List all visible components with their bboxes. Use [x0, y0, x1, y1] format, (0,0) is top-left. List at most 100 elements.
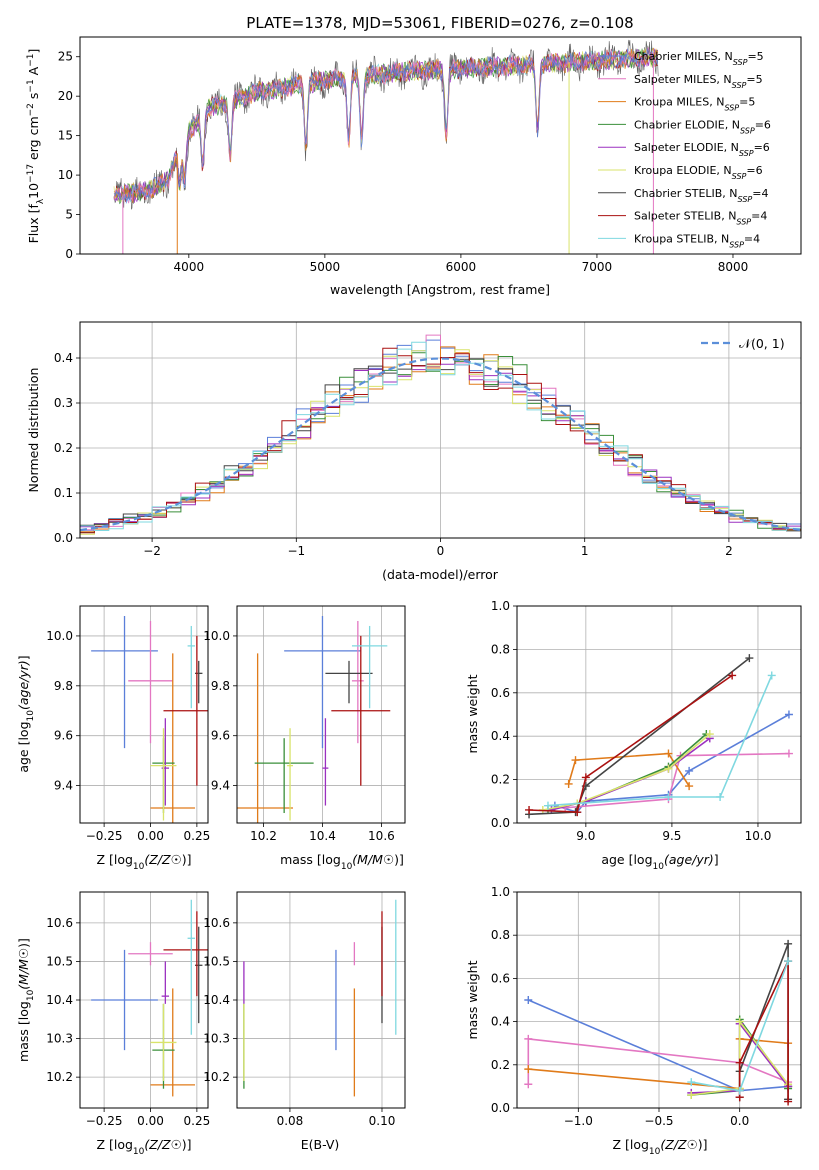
- y-tick-label: 9.8: [54, 679, 73, 693]
- point-marker: [735, 1086, 744, 1095]
- series-salpeter-stelib: [738, 960, 789, 1102]
- y-tick-label: 10.2: [46, 1070, 73, 1084]
- normal-curve: [80, 357, 801, 532]
- y-tick-label: 20: [58, 89, 73, 103]
- series-chabrier-miles: [554, 713, 790, 814]
- spectrum-ylabel: Flux [fλ10−17 erg cm−2 s−1 A−1]: [26, 49, 46, 244]
- y-tick-label: 0.6: [491, 971, 510, 985]
- legend-normal-label: 𝒩(0, 1): [739, 336, 785, 351]
- point-marker: [664, 792, 673, 801]
- histogram-kroupa-stelib: [80, 341, 801, 531]
- weight-z-xlabel: Z [log10(Z/Z☉)]: [612, 1137, 707, 1157]
- spectrum-xlabel: wavelength [Angstrom, rest frame]: [330, 282, 550, 297]
- axes-frame: [516, 605, 802, 824]
- x-tick-label: −0.25: [86, 1114, 123, 1128]
- y-tick-label: 10.6: [46, 916, 73, 930]
- point-marker: [784, 957, 793, 966]
- legend-entry: Salpeter MILES, NSSP=5: [634, 73, 763, 90]
- point-marker: [687, 1091, 696, 1100]
- x-tick-label: 0.25: [184, 1114, 211, 1128]
- x-tick-label: 10.2: [250, 829, 277, 843]
- y-tick-label: 10: [58, 168, 73, 182]
- point-marker: [524, 1080, 533, 1089]
- x-tick-label: 1: [581, 544, 589, 558]
- y-tick-label: 0.8: [491, 642, 510, 656]
- x-tick-label: −0.25: [86, 829, 123, 843]
- spectrum-panel: 4000 5000 6000 7000 8000 0 5 10 15 20 25: [58, 36, 802, 274]
- residual-panel: −2 −1 0 1 2 0.0 0.1 0.2 0.3 0.4: [54, 321, 802, 558]
- x-tick-label: 10.6: [368, 829, 395, 843]
- ebv-xlabel: E(B-V): [301, 1137, 340, 1152]
- y-tick-label: 0.8: [491, 928, 510, 942]
- axes-frame: [79, 321, 802, 539]
- point-marker: [705, 730, 714, 739]
- plot-area: [525, 654, 793, 819]
- point-marker: [735, 1058, 744, 1067]
- age-ylabel: age [log10(age/yr)]: [16, 655, 36, 772]
- age-mass-xlabel: mass [log10(M/M☉)]: [280, 852, 404, 872]
- point-marker: [524, 996, 533, 1004]
- y-tick-label: 0.2: [491, 1058, 510, 1072]
- legend-entry: Salpeter ELODIE, NSSP=6: [634, 141, 770, 158]
- plot-area: [243, 899, 397, 1097]
- point-marker: [543, 801, 552, 810]
- series-kroupa-elodie: [542, 733, 711, 811]
- plot-area: [113, 39, 659, 254]
- point-marker: [784, 1097, 793, 1106]
- point-marker: [745, 654, 754, 663]
- axes-frame: [236, 891, 406, 1109]
- x-tick-label: 5000: [310, 260, 341, 274]
- point-marker: [571, 756, 580, 765]
- y-tick-label: 9.4: [54, 779, 73, 793]
- x-tick-label: 0: [437, 544, 445, 558]
- point-marker: [784, 749, 793, 758]
- y-tick-label: 10.6: [203, 916, 230, 930]
- point-marker: [687, 1078, 696, 1087]
- residual-ylabel: Normed distribution: [26, 368, 41, 493]
- y-tick-label: 0.6: [491, 686, 510, 700]
- weight-vs-z-panel: −1.0 −0.5 0.0 0.0 0.2 0.4 0.6 0.8 1.0: [491, 885, 802, 1128]
- plot-area: [91, 615, 208, 823]
- y-tick-label: 9.6: [54, 729, 73, 743]
- y-tick-label: 10.5: [203, 954, 230, 968]
- plot-area: [80, 334, 801, 535]
- y-tick-label: 5: [65, 208, 73, 222]
- point-marker: [664, 764, 673, 773]
- point-marker: [664, 749, 673, 758]
- axes-frame: [516, 891, 802, 1109]
- point-marker: [685, 782, 694, 791]
- series-salpeter-stelib: [528, 674, 733, 813]
- y-tick-label: 0.2: [54, 441, 73, 455]
- x-tick-label: 9.5: [662, 829, 681, 843]
- mass-z-xlabel: Z [log10(Z/Z☉)]: [96, 1137, 191, 1157]
- y-tick-label: 10.0: [46, 629, 73, 643]
- mass-vs-ebv-panel: 0.08 0.10 10.2 10.3 10.4 10.5 10.6: [203, 891, 406, 1128]
- point-marker: [581, 773, 590, 782]
- x-tick-label: −1.0: [564, 1114, 593, 1128]
- point-marker: [767, 671, 776, 680]
- figure-title: PLATE=1378, MJD=53061, FIBERID=0276, z=0…: [246, 14, 633, 32]
- x-tick-label: 6000: [446, 260, 477, 274]
- weight-age-ylabel: mass weight: [465, 674, 480, 753]
- x-tick-label: 10.4: [309, 829, 336, 843]
- axes-frame: [79, 605, 209, 824]
- point-marker: [784, 710, 793, 719]
- legend-entry: Kroupa STELIB, NSSP=4: [634, 232, 760, 249]
- y-tick-label: 25: [58, 50, 73, 64]
- x-tick-label: 10.0: [745, 829, 772, 843]
- y-tick-label: 0.3: [54, 396, 73, 410]
- point-marker: [685, 766, 694, 775]
- weight-age-xlabel: age [log10(age/yr)]: [601, 852, 718, 872]
- legend-entry: Chabrier MILES, NSSP=5: [634, 50, 764, 67]
- y-tick-label: 9.4: [211, 779, 230, 793]
- y-tick-label: 0.4: [491, 729, 510, 743]
- x-tick-label: 0.10: [369, 1114, 396, 1128]
- plot-area: [237, 615, 391, 823]
- series-kroupa-miles: [567, 752, 690, 787]
- y-tick-label: 1.0: [491, 885, 510, 899]
- y-tick-label: 0: [65, 247, 73, 261]
- x-tick-label: 7000: [582, 260, 613, 274]
- y-tick-label: 15: [58, 129, 73, 143]
- x-tick-label: 2: [725, 544, 733, 558]
- point-marker: [573, 808, 582, 817]
